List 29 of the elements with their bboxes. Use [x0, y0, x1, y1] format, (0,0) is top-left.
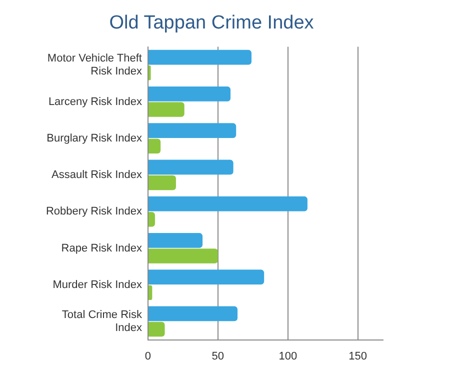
- bar: [148, 196, 308, 212]
- chart-title: Old Tappan Crime Index: [109, 12, 314, 34]
- y-tick-label: Assault Risk Index: [52, 169, 142, 182]
- bar: [148, 322, 165, 337]
- bar: [148, 102, 184, 117]
- bar: [148, 175, 176, 190]
- y-tick-label: Robbery Risk Index: [46, 206, 142, 218]
- bar: [148, 233, 203, 248]
- y-tick-label: Rape Risk Index: [61, 242, 142, 254]
- bar: [148, 50, 252, 65]
- bar: [148, 123, 236, 138]
- x-tick-label: 50: [212, 350, 224, 362]
- x-tick-label: 0: [144, 350, 152, 362]
- bar: [148, 248, 218, 264]
- y-tick-label: Burglary Risk Index: [46, 132, 142, 144]
- bar: [148, 306, 238, 322]
- bar: [148, 285, 152, 300]
- bar: [148, 160, 234, 175]
- y-tick-label: Total Crime Risk Index: [62, 308, 142, 334]
- bar: [148, 212, 155, 227]
- x-tick-label: 150: [348, 350, 367, 362]
- y-tick-label: Murder Risk Index: [52, 278, 142, 291]
- bar: [148, 270, 264, 284]
- y-tick-label: Motor Vehicle Theft Risk Index: [47, 52, 142, 78]
- y-tick-label: Larceny Risk Index: [48, 96, 142, 108]
- x-tick-label: 100: [278, 350, 298, 362]
- bar: [148, 66, 151, 80]
- bar: [148, 86, 231, 102]
- bar: [148, 138, 161, 154]
